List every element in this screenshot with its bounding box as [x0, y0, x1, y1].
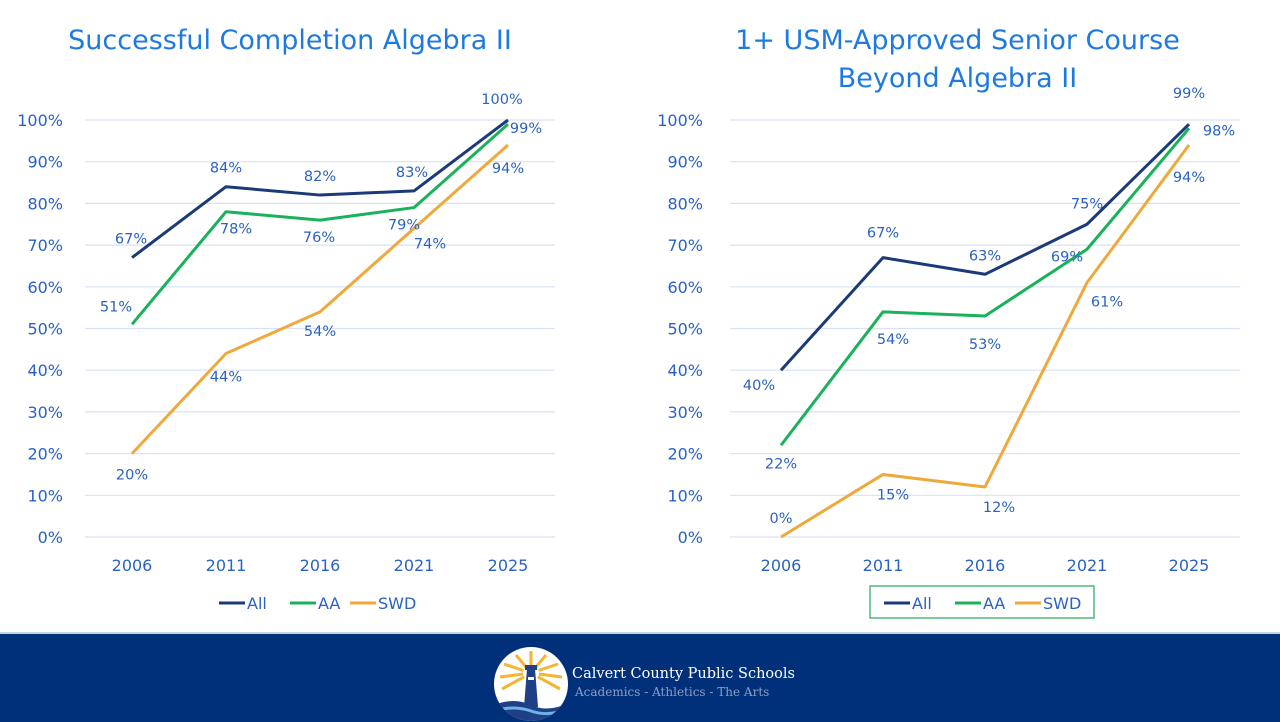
y-tick-label: 80% — [667, 194, 703, 213]
data-label-all: 40% — [743, 378, 775, 394]
data-label-swd: 94% — [1173, 170, 1205, 186]
y-tick-label: 90% — [27, 153, 63, 172]
y-tick-label: 0% — [678, 528, 703, 547]
org-tagline: Academics - Athletics - The Arts — [575, 685, 770, 699]
footer-banner: Calvert County Public Schools Academics … — [0, 632, 1280, 722]
legend-label-aa: AA — [983, 594, 1005, 613]
x-tick-label: 2011 — [206, 556, 247, 575]
data-label-all: 99% — [1173, 86, 1205, 102]
data-label-all: 67% — [115, 232, 147, 248]
y-tick-label: 10% — [667, 486, 703, 505]
x-tick-label: 2016 — [965, 556, 1006, 575]
chart-1-title: Successful Completion Algebra II — [40, 22, 540, 60]
data-label-swd: 61% — [1091, 295, 1123, 311]
series-line-all — [131, 118, 509, 259]
y-tick-label: 50% — [27, 320, 63, 339]
chart-2-title-line-1: 1+ USM-Approved Senior Course — [735, 25, 1180, 56]
org-name: Calvert County Public Schools — [572, 666, 795, 682]
legend-label-all: All — [912, 594, 932, 613]
chart-2-title: 1+ USM-Approved Senior Course Beyond Alg… — [700, 22, 1215, 98]
data-label-all: 67% — [867, 226, 899, 242]
data-label-all: 84% — [210, 161, 242, 177]
legend-label-all: All — [247, 594, 267, 613]
y-tick-label: 0% — [38, 528, 63, 547]
data-label-aa: 54% — [877, 332, 909, 348]
data-label-swd: 12% — [983, 500, 1015, 516]
x-tick-label: 2006 — [761, 556, 802, 575]
series-line-swd — [780, 144, 1191, 539]
x-tick-label: 2025 — [1169, 556, 1210, 575]
data-label-swd: 20% — [116, 468, 148, 484]
legend-label-aa: AA — [318, 594, 340, 613]
y-tick-label: 70% — [27, 236, 63, 255]
y-tick-label: 60% — [27, 278, 63, 297]
y-tick-label: 30% — [667, 403, 703, 422]
y-tick-label: 90% — [667, 153, 703, 172]
x-tick-label: 2021 — [394, 556, 435, 575]
y-tick-label: 30% — [27, 403, 63, 422]
data-label-aa: 22% — [765, 456, 797, 472]
chart-usm-senior-course: 0% 10% 20% 30% 40% 50% 60% 70% 80% 90% 100% 2006 201… — [657, 86, 1240, 619]
legend-label-swd: SWD — [1043, 594, 1081, 613]
data-label-aa: 76% — [303, 230, 335, 246]
y-tick-label: 60% — [667, 278, 703, 297]
series-line-aa — [779, 127, 1191, 447]
data-label-aa: 78% — [220, 222, 252, 238]
data-label-all: 82% — [304, 169, 336, 185]
series-line-aa — [130, 123, 509, 326]
data-label-all: 83% — [396, 165, 428, 181]
x-tick-label: 2021 — [1067, 556, 1108, 575]
chart-1-title-line: Successful Completion Algebra II — [68, 25, 512, 56]
data-label-all: 75% — [1071, 196, 1103, 212]
data-label-swd: 94% — [492, 161, 524, 177]
data-label-aa: 98% — [1203, 123, 1235, 139]
y-tick-label: 80% — [27, 194, 63, 213]
y-tick-label: 20% — [27, 445, 63, 464]
series-line-all — [779, 123, 1191, 372]
data-label-aa: 51% — [100, 299, 132, 315]
y-tick-label: 100% — [17, 111, 63, 130]
chart-completion-algebra-ii: 0% 10% 20% 30% 40% 50% 60% 70% 80% 90% 100% 2006 201… — [17, 92, 555, 613]
x-tick-label: 2016 — [300, 556, 341, 575]
data-label-all: 63% — [969, 248, 1001, 264]
chart-2-title-line-2: Beyond Algebra II — [837, 63, 1078, 94]
legend-label-swd: SWD — [378, 594, 416, 613]
x-tick-label: 2011 — [863, 556, 904, 575]
data-label-aa: 69% — [1051, 249, 1083, 265]
y-tick-label: 40% — [27, 361, 63, 380]
x-tick-label: 2006 — [112, 556, 153, 575]
y-tick-label: 40% — [667, 361, 703, 380]
data-label-swd: 74% — [414, 236, 446, 252]
y-tick-label: 50% — [667, 320, 703, 339]
data-label-all: 100% — [481, 92, 522, 108]
data-label-swd: 15% — [877, 487, 909, 503]
y-tick-label: 10% — [27, 486, 63, 505]
y-tick-label: 70% — [667, 236, 703, 255]
data-label-swd: 0% — [769, 511, 792, 527]
legend-box — [869, 585, 1095, 619]
series-line-swd — [130, 143, 509, 455]
data-label-aa: 99% — [510, 121, 542, 137]
data-label-swd: 54% — [304, 324, 336, 340]
data-label-aa: 53% — [969, 337, 1001, 353]
data-label-swd: 44% — [210, 370, 242, 386]
x-tick-label: 2025 — [488, 556, 529, 575]
y-tick-label: 20% — [667, 445, 703, 464]
y-tick-label: 100% — [657, 111, 703, 130]
lighthouse-logo-icon — [494, 647, 568, 721]
data-label-aa: 79% — [388, 218, 420, 234]
